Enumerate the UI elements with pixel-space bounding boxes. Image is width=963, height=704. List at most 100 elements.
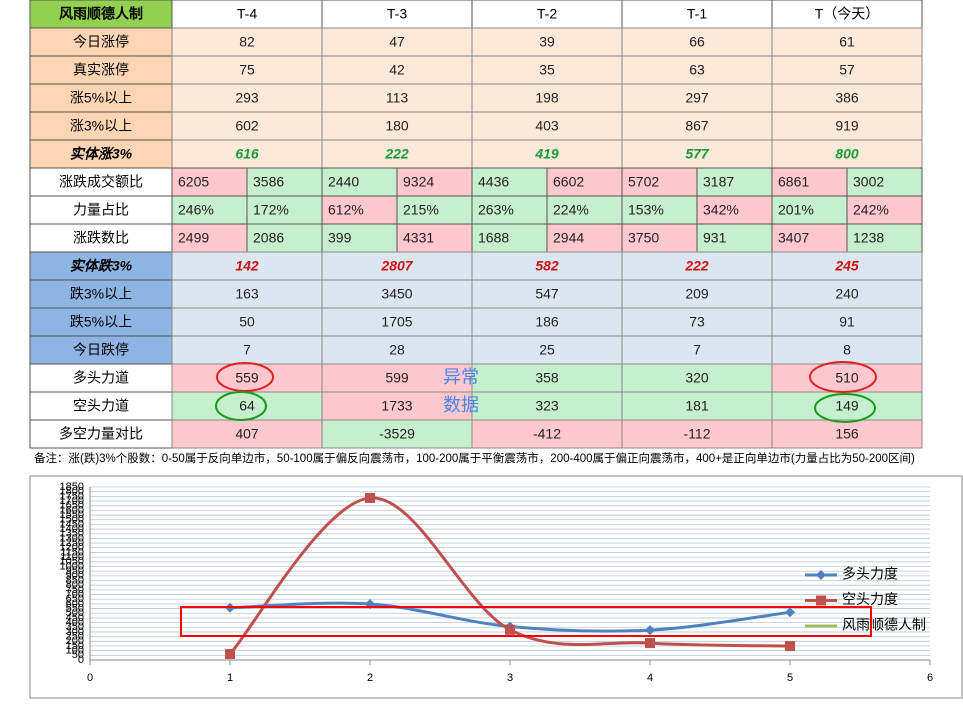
data-cell xyxy=(621,111,773,141)
data-cell xyxy=(396,167,473,197)
y-tick-label: 750 xyxy=(66,584,84,596)
header-cell xyxy=(621,0,773,29)
cell-text: 386 xyxy=(835,90,859,106)
x-tick-label: 4 xyxy=(647,672,653,684)
y-tick-label: 1350 xyxy=(60,528,84,540)
legend-label: 多头力度 xyxy=(842,566,898,582)
note: 备注：涨(跌)3%个股数：0-50属于反向单边市，50-100属于偏反向震荡市，… xyxy=(34,451,915,465)
cell-text: 181 xyxy=(685,398,709,414)
cell-text: 323 xyxy=(535,398,559,414)
y-tick-label: 100 xyxy=(66,645,84,657)
data-cell xyxy=(321,307,473,337)
cell-text: 616 xyxy=(235,146,259,162)
series-line xyxy=(228,496,791,656)
data-cell xyxy=(771,83,923,113)
cell-text: 3187 xyxy=(703,174,734,190)
cell-text: 240 xyxy=(835,286,859,302)
cell-text: 5702 xyxy=(628,174,659,190)
cell-text: 3586 xyxy=(253,174,284,190)
data-cell xyxy=(321,55,473,85)
marker xyxy=(785,641,795,652)
cell-text: 215% xyxy=(403,202,439,218)
header-text: T-3 xyxy=(387,6,407,22)
cell-text: 297 xyxy=(685,90,709,106)
cell-text: 172% xyxy=(253,202,289,218)
data-cell xyxy=(621,307,773,337)
data-cell xyxy=(471,419,623,449)
y-tick-label: 550 xyxy=(66,602,84,614)
row-label: 真实涨停 xyxy=(73,62,129,78)
cell-text: 2944 xyxy=(553,230,584,246)
cell-text: 2807 xyxy=(380,258,413,274)
row-label-cell xyxy=(29,195,173,225)
marker xyxy=(645,638,655,649)
x-tick-label: 1 xyxy=(227,672,233,684)
y-tick-label: 1200 xyxy=(60,542,84,554)
y-tick-label: 800 xyxy=(66,579,84,591)
y-tick-label: 300 xyxy=(66,626,84,638)
data-cell xyxy=(621,195,698,225)
header-text: 风雨顺德人制 xyxy=(59,6,143,22)
row-label-cell xyxy=(29,307,173,337)
data-cell xyxy=(171,139,323,169)
y-tick-label: 500 xyxy=(66,607,84,619)
cell-text: 28 xyxy=(389,342,405,358)
highlight-circle xyxy=(814,393,876,423)
cell-text: 577 xyxy=(685,146,710,162)
x-tick-label: 2 xyxy=(367,672,373,684)
data-cell xyxy=(621,363,773,393)
data-cell xyxy=(471,55,623,85)
cell-text: 246% xyxy=(178,202,214,218)
data-cell xyxy=(771,335,923,365)
row-label: 多头力道 xyxy=(73,370,129,386)
data-cell xyxy=(771,55,923,85)
cell-text: 149 xyxy=(835,398,859,414)
data-cell xyxy=(771,363,923,393)
cell-text: 242% xyxy=(853,202,889,218)
cell-text: 6602 xyxy=(553,174,584,190)
header-cell xyxy=(29,0,173,29)
data-cell xyxy=(771,27,923,57)
data-cell xyxy=(171,27,323,57)
data-cell xyxy=(471,27,623,57)
header-text: T-2 xyxy=(537,6,557,22)
row-label: 涨跌数比 xyxy=(73,230,129,246)
cell-text: 8 xyxy=(843,342,851,358)
cell-text: -3529 xyxy=(379,426,415,442)
cell-text: -412 xyxy=(533,426,561,442)
cell-text: 61 xyxy=(839,34,855,50)
row-label: 空头力道 xyxy=(73,398,129,414)
cell-text: 919 xyxy=(835,118,859,134)
y-tick-label: 1050 xyxy=(60,556,84,568)
y-tick-label: 1100 xyxy=(60,551,84,563)
data-cell xyxy=(621,139,773,169)
y-tick-label: 250 xyxy=(66,631,84,643)
data-cell xyxy=(321,391,473,421)
cell-text: 3407 xyxy=(778,230,809,246)
cell-text: 39 xyxy=(539,34,555,50)
data-cell xyxy=(321,111,473,141)
cell-text: 156 xyxy=(835,426,859,442)
marker xyxy=(505,624,515,635)
row-label: 今日涨停 xyxy=(73,34,129,50)
legend-marker xyxy=(816,570,826,580)
data-cell xyxy=(771,279,923,309)
marker xyxy=(645,625,655,636)
cell-text: 73 xyxy=(689,314,705,330)
y-tick-label: 1250 xyxy=(60,537,84,549)
row-label: 实体跌3% xyxy=(70,258,133,274)
marker xyxy=(785,607,795,618)
data-cell xyxy=(471,363,623,393)
y-tick-label: 1600 xyxy=(60,504,84,516)
cell-text: 6205 xyxy=(178,174,209,190)
cell-text: 263% xyxy=(478,202,514,218)
data-cell xyxy=(321,223,398,253)
data-cell xyxy=(771,139,923,169)
x-tick-label: 0 xyxy=(87,672,93,684)
cell-text: 7 xyxy=(243,342,251,358)
highlight-box xyxy=(180,606,872,637)
row-label: 今日跌停 xyxy=(73,342,129,358)
cell-text: -112 xyxy=(684,426,711,442)
data-cell xyxy=(471,111,623,141)
